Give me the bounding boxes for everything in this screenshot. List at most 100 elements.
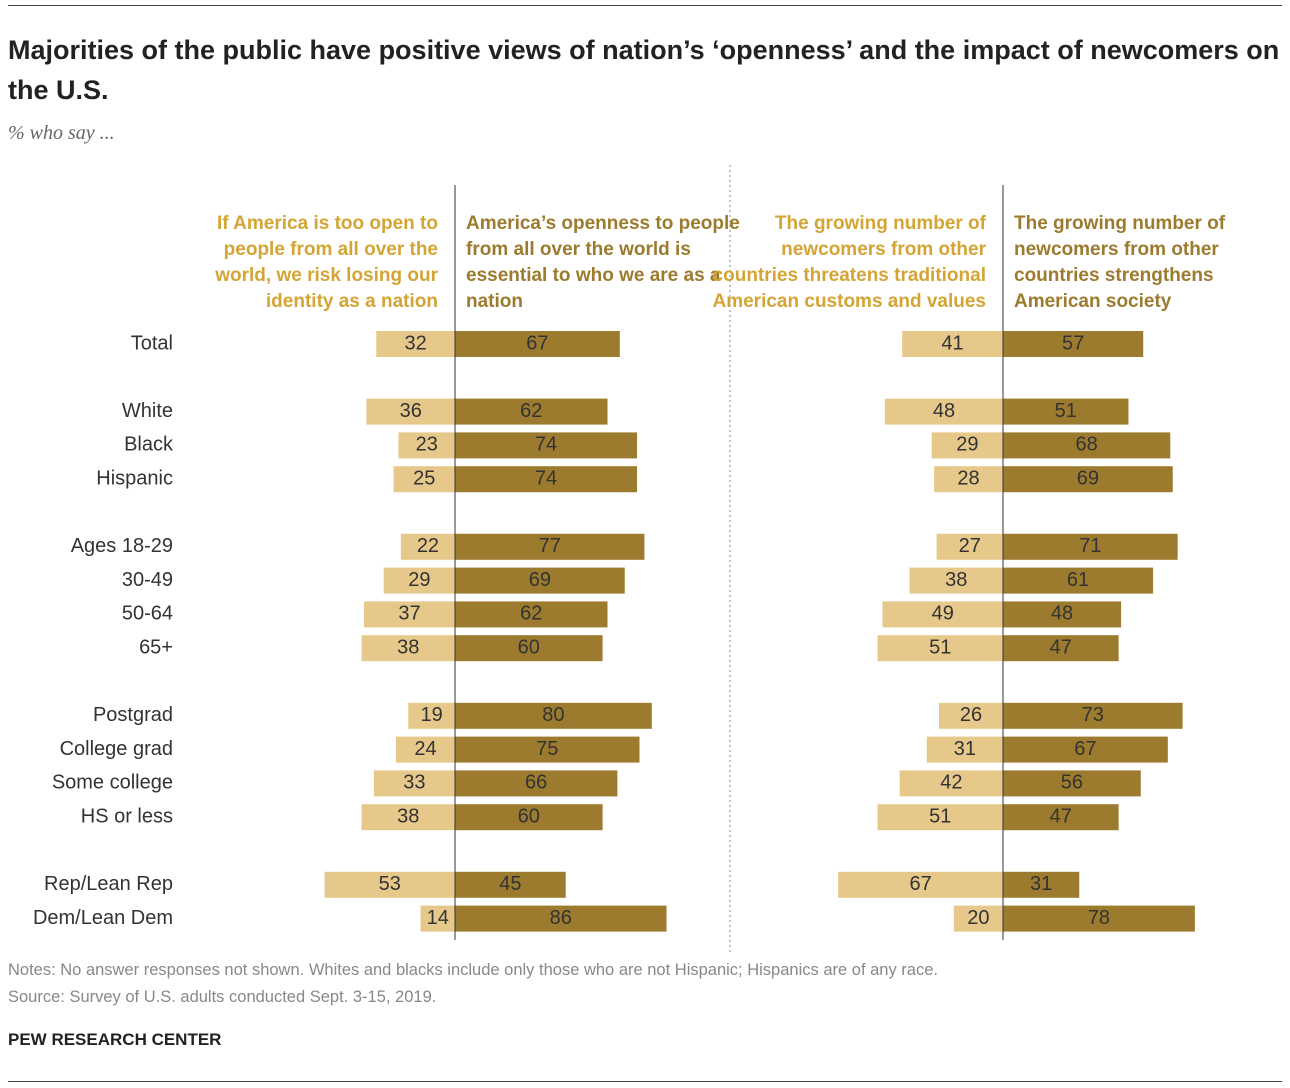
bar <box>934 466 1003 493</box>
value-label: 38 <box>397 636 419 658</box>
bar <box>939 702 1003 729</box>
bar <box>1003 635 1119 662</box>
bottom-rule <box>8 1081 1282 1082</box>
bar <box>361 804 455 831</box>
category-label: 65+ <box>139 636 173 658</box>
category-label: Some college <box>52 772 173 794</box>
value-label: 23 <box>416 434 438 456</box>
value-label: 49 <box>932 603 954 625</box>
value-label: 33 <box>403 772 425 794</box>
value-label: 48 <box>1051 603 1073 625</box>
footer: PEW RESEARCH CENTER <box>8 1030 222 1049</box>
bar <box>838 871 1003 898</box>
notes: Notes: No answer responses not shown. Wh… <box>8 961 938 979</box>
value-label: 25 <box>413 467 435 489</box>
subtitle: % who say ... <box>8 122 115 144</box>
bar <box>455 905 667 932</box>
value-label: 80 <box>542 704 564 726</box>
bar <box>877 635 1003 662</box>
series-header: The growing number of newcomers from oth… <box>712 213 987 312</box>
value-label: 38 <box>397 805 419 827</box>
bar <box>455 567 625 594</box>
value-label: 48 <box>933 400 955 422</box>
bar <box>373 770 455 797</box>
value-label: 68 <box>1076 434 1098 456</box>
category-label: HS or less <box>81 805 173 827</box>
value-label: 60 <box>518 805 540 827</box>
bar <box>953 905 1003 932</box>
bar <box>1003 804 1119 831</box>
bar <box>909 567 1003 594</box>
bar <box>882 601 1003 628</box>
value-label: 31 <box>1030 873 1052 895</box>
value-label: 41 <box>941 332 963 354</box>
value-label: 51 <box>929 805 951 827</box>
value-label: 45 <box>499 873 521 895</box>
bar <box>1003 466 1173 493</box>
bar <box>455 398 608 425</box>
bar <box>1003 736 1168 763</box>
value-label: 77 <box>539 535 561 557</box>
category-label: Rep/Lean Rep <box>44 873 173 895</box>
bar <box>455 871 566 898</box>
bar <box>366 398 455 425</box>
bar <box>420 905 455 932</box>
bar <box>884 398 1003 425</box>
value-label: 71 <box>1079 535 1101 557</box>
value-label: 22 <box>417 535 439 557</box>
value-label: 61 <box>1067 569 1089 591</box>
value-label: 74 <box>535 434 557 456</box>
bar <box>363 601 455 628</box>
bar <box>400 533 455 560</box>
value-label: 24 <box>414 738 436 760</box>
bar <box>455 770 618 797</box>
bar <box>877 804 1003 831</box>
value-label: 57 <box>1062 332 1084 354</box>
bar <box>455 432 638 459</box>
bar <box>926 736 1003 763</box>
value-label: 67 <box>909 873 931 895</box>
value-label: 29 <box>956 434 978 456</box>
top-rule <box>8 5 1282 6</box>
value-label: 62 <box>520 603 542 625</box>
category-label: Hispanic <box>96 467 173 489</box>
value-label: 36 <box>400 400 422 422</box>
bar <box>455 702 652 729</box>
chart-title: Majorities of the public have positive v… <box>8 35 1280 105</box>
bar <box>324 871 455 898</box>
value-label: 73 <box>1082 704 1104 726</box>
bar <box>376 331 455 357</box>
value-label: 38 <box>945 569 967 591</box>
category-label: 30-49 <box>122 569 173 591</box>
bar <box>455 601 608 628</box>
value-label: 19 <box>421 704 443 726</box>
value-label: 53 <box>379 873 401 895</box>
value-label: 51 <box>1055 400 1077 422</box>
value-label: 67 <box>1074 738 1096 760</box>
category-label: College grad <box>60 738 173 760</box>
value-label: 56 <box>1061 772 1083 794</box>
bar <box>393 466 455 493</box>
bar <box>1003 331 1144 357</box>
source: Source: Survey of U.S. adults conducted … <box>8 988 437 1006</box>
bar <box>1003 770 1141 797</box>
bar <box>408 702 455 729</box>
series-header: The growing number of newcomers from oth… <box>1014 213 1226 312</box>
series-header: If America is too open to people from al… <box>215 213 438 312</box>
value-label: 47 <box>1050 805 1072 827</box>
value-label: 26 <box>960 704 982 726</box>
bar <box>1003 432 1171 459</box>
category-label: Dem/Lean Dem <box>33 907 173 929</box>
bar <box>1003 702 1183 729</box>
bar <box>1003 871 1080 898</box>
bar <box>899 770 1003 797</box>
category-label: Postgrad <box>93 704 173 726</box>
bar <box>455 466 638 493</box>
value-label: 29 <box>408 569 430 591</box>
category-label: Total <box>131 332 173 354</box>
value-label: 20 <box>967 907 989 929</box>
series-header: America’s openness to people from all ov… <box>466 213 740 312</box>
category-label: 50-64 <box>122 603 173 625</box>
